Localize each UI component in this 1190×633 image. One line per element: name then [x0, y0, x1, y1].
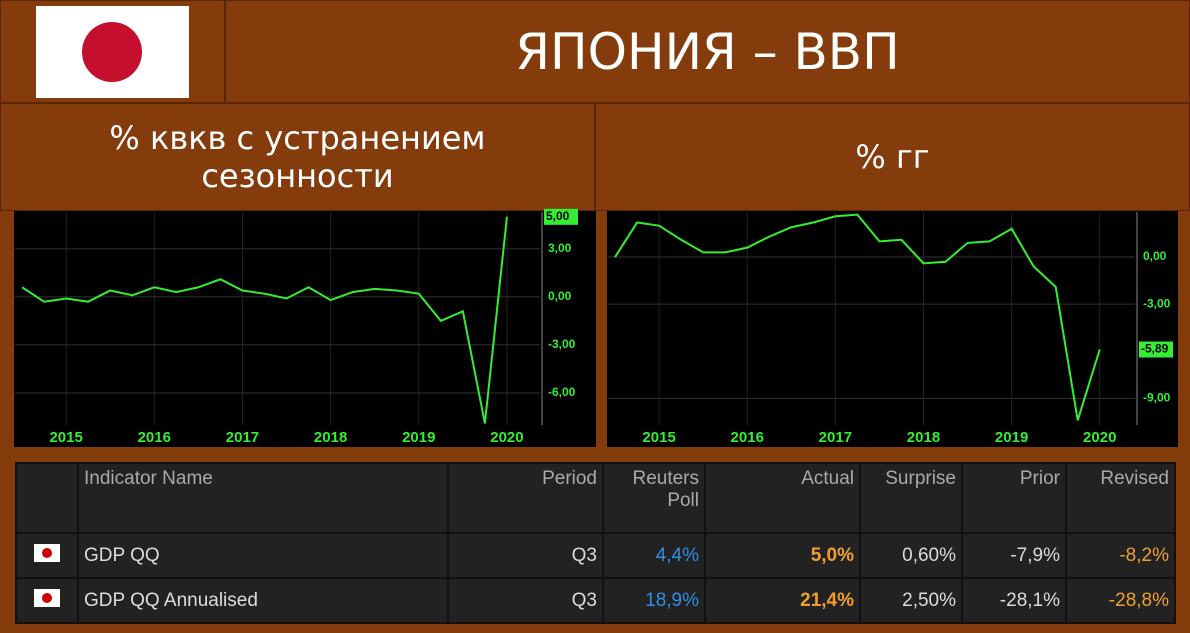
cell: Q3: [449, 579, 602, 622]
x-tick-label: 2016: [731, 429, 764, 446]
panel-title: % гг: [595, 103, 1190, 211]
x-tick-label: 2020: [1083, 429, 1116, 446]
cell: 0,60%: [861, 534, 961, 577]
line-series: [614, 213, 1101, 421]
y-tick-label: -3,00: [1143, 296, 1171, 310]
y-tick-label: -6,00: [548, 385, 576, 399]
column-header: Prior: [963, 464, 1065, 532]
cell: -7,9%: [963, 534, 1065, 577]
column-header: Actual: [706, 464, 859, 532]
cell: -28,8%: [1067, 579, 1174, 622]
x-tick-label: 2015: [49, 429, 82, 446]
value-label-box: [544, 208, 578, 225]
column-header: Revised: [1067, 464, 1174, 532]
value-label: 5,00: [546, 209, 570, 223]
column-header: Surprise: [861, 464, 961, 532]
indicator-table: Indicator Name Period Reuters Poll Actual Su…: [15, 462, 1176, 624]
cell: -28,1%: [963, 579, 1065, 622]
x-tick-label: 2019: [995, 429, 1028, 446]
cell: 2,50%: [861, 579, 961, 622]
plot-background: [607, 211, 1178, 447]
x-tick-label: 2020: [490, 429, 523, 446]
x-tick-label: 2019: [402, 429, 435, 446]
x-tick-label: 2018: [314, 429, 347, 446]
line-series: [21, 216, 508, 424]
column-header: Period: [449, 464, 602, 532]
value-label: -5,89: [1141, 342, 1169, 356]
y-tick-label: 3,00: [548, 241, 572, 255]
title: ЯПОНИЯ – ВВП: [225, 0, 1190, 103]
cell: GDP QQ Annualised: [79, 579, 447, 622]
cell: 4,4%: [604, 534, 704, 577]
cell: GDP QQ: [79, 534, 447, 577]
cell: Q3: [449, 534, 602, 577]
cell: 18,9%: [604, 579, 704, 622]
y-tick-label: 0,00: [548, 289, 572, 303]
x-tick-label: 2015: [642, 429, 675, 446]
x-tick-label: 2017: [226, 429, 259, 446]
value-label-box: [1139, 341, 1173, 358]
x-tick-label: 2016: [138, 429, 171, 446]
japan-flag: [36, 5, 189, 98]
plot-background: [14, 211, 596, 447]
y-tick-label: -3,00: [548, 337, 576, 351]
x-tick-label: 2017: [819, 429, 852, 446]
cell: 5,0%: [706, 534, 859, 577]
panel-title: % квкв с устранением сезонности: [0, 103, 595, 211]
cell: 21,4%: [706, 579, 859, 622]
flag-icon: [34, 543, 60, 562]
x-tick-label: 2018: [907, 429, 940, 446]
column-header: Reuters Poll: [604, 464, 704, 532]
y-tick-label: 0,00: [1143, 249, 1167, 263]
flag-icon: [34, 588, 60, 607]
y-tick-label: -9,00: [1143, 390, 1171, 404]
column-header: Indicator Name: [79, 464, 447, 532]
cell: -8,2%: [1067, 534, 1174, 577]
flag-cell: [0, 0, 225, 103]
